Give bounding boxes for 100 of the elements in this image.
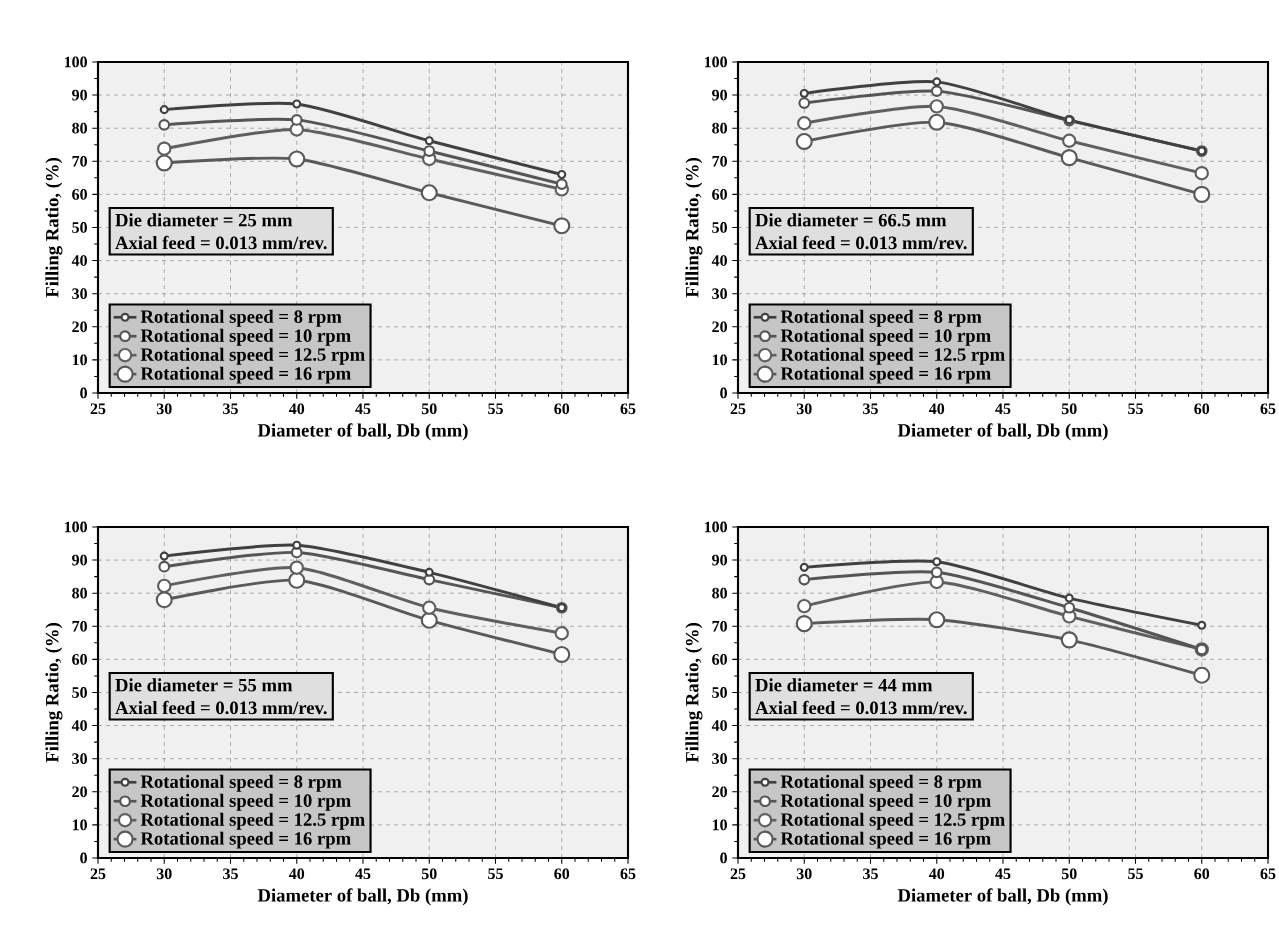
- y-tick-label: 90: [72, 89, 87, 101]
- x-tick-label: 40: [928, 403, 945, 415]
- x-tick-label: 25: [730, 403, 746, 415]
- x-axis-title: Diameter of ball, Db (mm): [897, 423, 1108, 441]
- x-tick-label: 60: [1194, 868, 1210, 880]
- y-tick-label: 50: [72, 222, 87, 233]
- y-axis-title: Filling Ratio, (%): [45, 623, 63, 763]
- legend-label: Rotational speed = 10 rpm: [140, 793, 351, 811]
- y-tick-label: 80: [712, 122, 727, 134]
- annotation: Die diameter = 25 mm: [115, 213, 293, 227]
- legend-label: Rotational speed = 10 rpm: [140, 328, 351, 346]
- x-tick-label: 40: [288, 868, 305, 880]
- y-tick-label: 50: [72, 687, 87, 698]
- x-tick-label: 35: [223, 403, 238, 415]
- y-tick-label: 90: [712, 89, 727, 101]
- x-tick-label: 50: [1061, 868, 1077, 880]
- annotation: Die diameter = 55 mm: [115, 678, 293, 692]
- y-tick-label: 30: [72, 753, 87, 765]
- legend-label: Rotational speed = 8 rpm: [780, 309, 982, 327]
- x-tick-label: 55: [488, 403, 503, 415]
- x-tick-label: 55: [1128, 868, 1143, 880]
- legend-label: Rotational speed = 12.5 rpm: [140, 347, 365, 365]
- x-tick-label: 50: [1061, 403, 1077, 415]
- x-tick-label: 65: [620, 403, 636, 415]
- legend-label: Rotational speed = 10 rpm: [780, 793, 991, 811]
- y-tick-label: 80: [72, 587, 87, 599]
- y-tick-label: 0: [80, 852, 87, 864]
- x-tick-label: 35: [863, 868, 878, 880]
- legend-label: Rotational speed = 8 rpm: [140, 309, 342, 327]
- legend-label: Rotational speed = 16 rpm: [780, 366, 991, 384]
- y-tick-label: 50: [712, 222, 727, 233]
- x-tick-label: 65: [620, 868, 636, 880]
- y-tick-label: 40: [71, 255, 87, 266]
- x-tick-label: 30: [156, 868, 172, 880]
- y-tick-label: 10: [72, 354, 87, 366]
- y-tick-label: 80: [712, 587, 727, 599]
- x-tick-label: 55: [488, 868, 503, 880]
- annotation: Axial feed = 0.013 mm/rev.: [755, 235, 967, 250]
- y-tick-label: 60: [712, 188, 727, 200]
- y-tick-label: 30: [712, 288, 727, 300]
- y-tick-label: 40: [711, 255, 727, 266]
- y-axis-title: Filling Ratio, (%): [45, 158, 63, 298]
- x-tick-label: 55: [1128, 403, 1143, 415]
- y-tick-label: 10: [712, 354, 727, 366]
- annotation: Axial feed = 0.013 mm/rev.: [115, 700, 327, 715]
- x-tick-label: 30: [156, 403, 172, 415]
- y-tick-label: 20: [712, 321, 727, 333]
- y-tick-label: 40: [711, 720, 727, 731]
- y-tick-label: 70: [712, 620, 727, 632]
- y-tick-label: 50: [712, 687, 727, 698]
- legend-label: Rotational speed = 12.5 rpm: [780, 347, 1005, 365]
- y-tick-label: 40: [71, 720, 87, 731]
- y-tick-label: 70: [72, 155, 87, 167]
- legend-label: Rotational speed = 16 rpm: [780, 831, 991, 849]
- legend-label: Rotational speed = 12.5 rpm: [140, 812, 365, 830]
- y-tick-label: 60: [72, 188, 87, 200]
- x-tick-label: 35: [863, 403, 878, 415]
- x-tick-label: 45: [995, 868, 1011, 880]
- y-tick-label: 100: [704, 56, 727, 68]
- x-tick-label: 45: [355, 868, 371, 880]
- x-tick-label: 40: [928, 868, 945, 880]
- y-tick-label: 60: [712, 653, 727, 665]
- x-tick-label: 50: [421, 868, 437, 880]
- x-tick-label: 60: [1194, 403, 1210, 415]
- x-tick-label: 65: [1260, 868, 1276, 880]
- y-tick-label: 20: [72, 786, 87, 798]
- y-tick-label: 20: [72, 321, 87, 333]
- x-tick-label: 30: [796, 403, 812, 415]
- legend-label: Rotational speed = 8 rpm: [780, 774, 982, 792]
- legend-label: Rotational speed = 8 rpm: [140, 774, 342, 792]
- x-tick-label: 60: [554, 868, 570, 880]
- y-tick-label: 100: [64, 521, 87, 533]
- x-tick-label: 25: [730, 868, 746, 880]
- x-tick-label: 60: [554, 403, 570, 415]
- x-tick-label: 35: [223, 868, 238, 880]
- x-axis-title: Diameter of ball, Db (mm): [257, 888, 468, 906]
- y-tick-label: 0: [720, 387, 727, 399]
- annotation: Axial feed = 0.013 mm/rev.: [755, 700, 967, 715]
- legend-label: Rotational speed = 16 rpm: [140, 366, 351, 384]
- y-tick-label: 20: [712, 786, 727, 798]
- y-tick-label: 70: [712, 155, 727, 167]
- y-tick-label: 70: [72, 620, 87, 632]
- y-tick-label: 90: [72, 554, 87, 566]
- y-tick-label: 30: [72, 288, 87, 300]
- y-axis-title: Filling Ratio, (%): [685, 623, 703, 763]
- x-tick-label: 45: [995, 403, 1011, 415]
- annotation: Die diameter = 44 mm: [755, 678, 933, 692]
- x-axis-title: Diameter of ball, Db (mm): [897, 888, 1108, 906]
- x-tick-label: 40: [288, 403, 305, 415]
- x-tick-label: 30: [796, 868, 812, 880]
- annotation: Die diameter = 66.5 mm: [755, 213, 947, 227]
- y-tick-label: 80: [72, 122, 87, 134]
- y-tick-label: 0: [80, 387, 87, 399]
- x-tick-label: 65: [1260, 403, 1276, 415]
- x-tick-label: 50: [421, 403, 437, 415]
- x-axis-title: Diameter of ball, Db (mm): [257, 423, 468, 441]
- y-tick-label: 100: [704, 521, 727, 533]
- y-tick-label: 30: [712, 753, 727, 765]
- legend-label: Rotational speed = 10 rpm: [780, 328, 991, 346]
- y-tick-label: 100: [64, 56, 87, 68]
